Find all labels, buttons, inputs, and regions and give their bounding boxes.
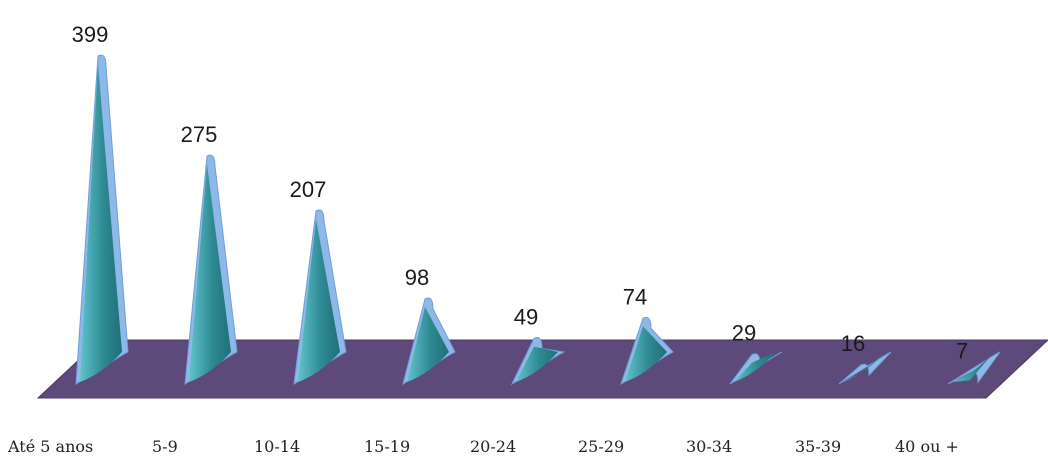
cone-body-5 [625,326,667,382]
category-label-6: 30-34 [686,437,732,456]
cone-8 [947,351,1001,385]
data-label-6: 29 [732,321,756,346]
category-label-1: 5-9 [152,437,178,456]
cone-body-1 [189,164,231,382]
data-label-5: 74 [623,284,647,309]
cone-5 [620,316,674,386]
category-label-4: 20-24 [470,437,516,456]
data-labels-layer: 399 275 207 98 49 74 29 16 7 [72,22,968,363]
cone-7 [838,351,892,385]
data-label-7: 16 [841,331,865,356]
cone-body-4 [516,346,558,382]
category-label-2: 10-14 [254,437,300,456]
cones-layer [75,54,1001,386]
data-label-1: 275 [181,122,218,147]
cone-rim-6 [729,351,783,385]
cone-1 [184,154,238,385]
category-label-5: 25-29 [578,437,624,456]
data-label-8: 7 [956,338,968,363]
category-label-0: Até 5 anos [7,437,93,456]
data-label-0: 399 [72,22,109,47]
cone-6 [729,351,783,385]
cone-body-8 [952,352,994,382]
cone-body-3 [407,306,449,382]
category-label-8: 40 ou + [895,437,959,456]
category-label-3: 15-19 [364,437,410,456]
category-label-7: 35-39 [795,437,841,456]
cone-4 [510,337,566,386]
category-labels-layer: Até 5 anos 5-9 10-14 15-19 20-24 25-29 30-34 35… [7,437,959,456]
cone-2 [293,209,347,385]
data-label-2: 207 [290,177,327,202]
cone-3 [402,297,456,386]
cone-body-2 [298,218,340,382]
cone-body-6 [734,352,776,382]
data-label-3: 98 [405,265,429,290]
cone-body-0 [80,64,122,382]
data-label-4: 49 [514,304,538,329]
cone-0 [75,54,129,385]
